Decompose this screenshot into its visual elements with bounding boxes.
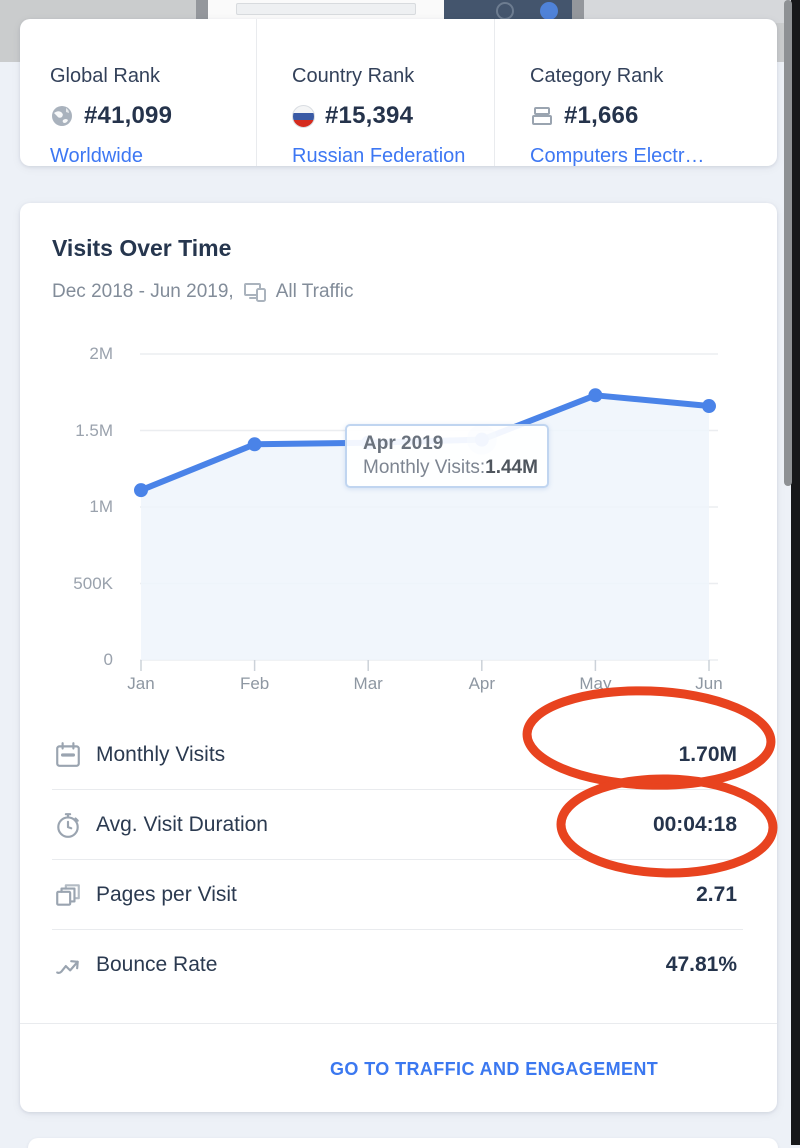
visits-card-subtitle: Dec 2018 - Jun 2019, All Traffic [52,279,353,305]
traffic-type-label: All Traffic [275,281,354,302]
metric-value-bounce-rate: 47.81% [665,953,737,976]
background-divider-bar [572,0,584,23]
rank-summary-card: Global Rank #41,099 Worldwide Country Ra… [20,19,777,167]
calendar-icon [56,741,80,767]
devices-icon [243,283,266,302]
chart-area-fill [141,395,709,660]
metric-row-monthly-visits: Monthly Visits 1.70M [52,720,743,790]
metric-value-monthly-visits: 1.70M [678,742,737,766]
metric-label: Bounce Rate [96,953,218,976]
go-to-traffic-link[interactable]: GO TO TRAFFIC AND ENGAGEMENT [330,1059,659,1079]
scrollbar-thumb[interactable] [784,0,792,486]
background-blue-button-remnant [540,2,558,20]
category-icon [532,107,552,125]
metric-label: Pages per Visit [96,882,237,906]
country-rank-label: Country Rank [292,65,415,87]
background-navy-panel [444,0,572,23]
data-point-feb[interactable] [247,437,262,452]
stopwatch-icon [57,812,79,838]
country-rank-value: #15,394 [325,102,414,129]
background-input-remnant [236,3,416,15]
next-card-peek [28,1138,778,1148]
global-rank-label: Global Rank [50,65,161,87]
tooltip-metric-label: Monthly Visits: [363,457,486,478]
visits-chart[interactable] [0,330,800,702]
russia-flag-icon [292,104,315,128]
country-rank-block: Country Rank #15,394 Russian Federation [292,19,492,167]
metric-row-pages-per-visit: Pages per Visit 2.71 [52,860,743,930]
bounce-icon [56,960,79,974]
metric-label: Monthly Visits [96,742,226,766]
metric-value-avg-visit-duration: 00:04:18 [652,812,737,836]
background-circle-outline [496,2,514,20]
background-divider-bar [196,0,208,23]
column-divider [494,19,495,166]
category-rank-link[interactable]: Computers Electr… [530,145,705,167]
metric-row-avg-visit-duration: Avg. Visit Duration 00:04:18 [52,790,743,860]
tooltip-metric-value: 1.44M [485,457,538,478]
globe-icon [52,106,72,126]
tooltip-title: Apr 2019 [363,433,444,454]
column-divider [256,19,257,166]
tooltip-metric: Monthly Visits:1.44M [363,457,547,479]
metric-label: Avg. Visit Duration [96,812,268,836]
data-point-jun[interactable] [702,399,716,414]
category-rank-block: Category Rank #1,666 Computers Electr… [530,19,770,167]
metric-row-bounce-rate: Bounce Rate 47.81% [52,930,743,1000]
visits-card-title: Visits Over Time [52,235,232,261]
date-range-label: Dec 2018 - Jun 2019, [52,281,234,302]
background-panel-light [584,0,791,23]
pages-icon [56,883,80,906]
global-rank-link[interactable]: Worldwide [50,145,143,167]
global-rank-block: Global Rank #41,099 Worldwide [50,19,250,167]
data-point-jan[interactable] [134,483,148,498]
country-rank-link[interactable]: Russian Federation [292,145,466,167]
category-rank-label: Category Rank [530,65,664,87]
footer-divider [20,1023,777,1024]
category-rank-value: #1,666 [564,102,639,129]
engagement-metrics: Monthly Visits 1.70M Avg. Visit Duration… [52,720,743,1000]
global-rank-value: #41,099 [84,102,173,129]
chart-tooltip: Apr 2019 Monthly Visits:1.44M [345,424,549,488]
data-point-may[interactable] [588,388,603,403]
metric-value-pages-per-visit: 2.71 [696,882,737,906]
scrollbar-track[interactable] [791,0,800,1145]
